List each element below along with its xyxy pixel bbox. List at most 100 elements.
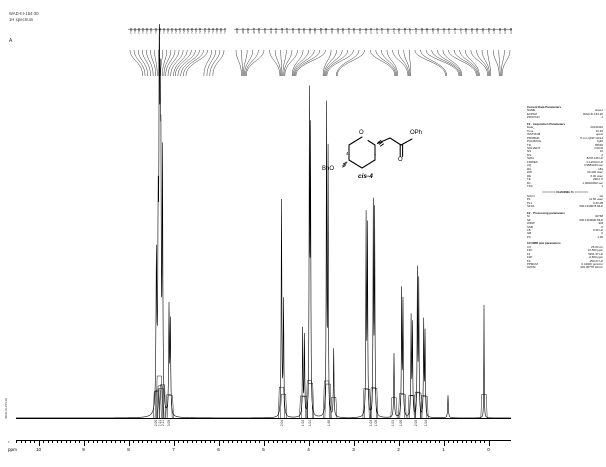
param-key: CX (527, 245, 532, 249)
axis-tick-major (218, 440, 220, 446)
param-key: Date_ (527, 126, 535, 130)
param-row: SF 500.1300000 MHz (527, 219, 603, 222)
axis-tick-major (263, 440, 265, 446)
param-row: EXPNO WAD-III-154-30 (527, 113, 603, 116)
axis-tick-minor (322, 440, 323, 443)
axis-tick-minor (223, 440, 224, 443)
param-value: 500.1300000 MHz (579, 218, 603, 222)
param-key: TD (527, 143, 531, 147)
param-key: P1 (527, 198, 531, 202)
param-row: Date_ 20140116 (527, 126, 603, 129)
param-value: 10.500 ppm (587, 249, 603, 253)
spectrum-header: WAD-III-154-30 1H spectrum (9, 11, 39, 23)
axis-tick-minor (254, 440, 256, 443)
position-4-label: 4 (346, 151, 349, 156)
axis-tick-minor (272, 440, 274, 443)
param-row: PULPROG zg30 (527, 140, 603, 143)
param-row: FIDRES 0.126314 Hz (527, 161, 603, 164)
param-key: PC (527, 235, 532, 239)
axis-tick-minor (376, 440, 377, 443)
integral-value: 1.02 (301, 419, 306, 427)
param-row: DW 60.400 usec (527, 171, 603, 174)
axis-tick-minor (349, 440, 350, 443)
params-section-plot: 1D NMR plot parameters (527, 241, 561, 246)
param-value: 0 (601, 232, 603, 236)
axis-tick-label: 9 (82, 447, 85, 452)
axis-tick-minor (110, 440, 112, 443)
param-key: DS (527, 153, 532, 157)
axis-tick-minor (182, 440, 184, 443)
param-key: PROBHD (527, 136, 540, 140)
param-row: SWH 8278.146 Hz (527, 157, 603, 160)
param-row: F2 -250.07 Hz (527, 260, 603, 263)
axis-tick-minor (290, 440, 292, 443)
acquisition-parameter-block: Current Data Parameters NAME wad-1 EXPNO WA… (527, 105, 603, 270)
param-key: PL1 (527, 201, 533, 205)
axis-tick-minor (124, 440, 125, 443)
axis-tick-minor (97, 440, 98, 443)
param-row: F1 5251.37 Hz (527, 253, 603, 256)
param-key: DE (527, 174, 532, 178)
param-row: NS 16 (527, 150, 603, 153)
axis-tick-minor (425, 440, 427, 443)
axis-tick-minor (56, 440, 58, 443)
axis-tick-minor (421, 440, 422, 443)
param-key: SWH (527, 157, 534, 161)
axis-tick-minor (92, 440, 94, 443)
chemical-structure: O BnO O OPh 4 1 cis-4 (322, 118, 438, 184)
axis-tick-minor (358, 440, 359, 443)
axis-tick-minor (344, 440, 346, 443)
axis-tick-minor (259, 440, 260, 443)
param-value: 0.44000 ppm/cm (581, 263, 603, 267)
axis-tick-minor (326, 440, 328, 443)
axis-tick-label: 6 (217, 447, 220, 452)
axis-tick-minor (367, 440, 368, 443)
param-value: 2 (601, 153, 603, 157)
param-key: TD0 (527, 184, 533, 188)
axis-tick-major (398, 440, 400, 446)
axis-tick-minor (151, 440, 152, 443)
axis-tick-minor (245, 440, 247, 443)
integral-value: 3.05 (167, 419, 171, 427)
sample-id: WAD-III-154-30 (9, 11, 39, 16)
param-row: LB 0.30 Hz (527, 229, 603, 232)
axis-tick-minor (232, 440, 233, 443)
integral-value: 1.05 (374, 419, 378, 427)
axis-tick-label: 0 (487, 447, 490, 452)
param-key: SF (527, 218, 531, 222)
axis-tick-minor (331, 440, 332, 443)
axis-tick-major (353, 440, 355, 446)
param-value: EM (598, 222, 603, 226)
axis-tick-label: 2 (397, 447, 400, 452)
axis-tick-major (173, 440, 175, 446)
integral-value: 1.03 (368, 419, 373, 427)
param-key: NUC1 (527, 194, 535, 198)
integral-labels: 2.00 7.21 2.11 3.05 2.04 1.02 1.01 1.98 1.03 1.05… (16, 419, 511, 439)
param-value: 181 (598, 167, 603, 171)
param-value: -0.500 ppm (588, 256, 603, 260)
integral-value: 1.01 (391, 419, 396, 427)
axis-tick-minor (137, 440, 139, 443)
axis-tick-minor (250, 440, 251, 443)
axis-tick-minor (416, 440, 418, 443)
axis-tick-minor (389, 440, 391, 443)
param-row: TD0 1 (527, 185, 603, 188)
param-value: 1H (599, 194, 603, 198)
axis-tick-minor (277, 440, 278, 443)
param-row: RG 181 (527, 168, 603, 171)
axis-tick-minor (47, 440, 49, 443)
param-key: Time (527, 129, 534, 133)
axis-tick-minor (106, 440, 107, 443)
param-value: wad-1 (595, 109, 603, 113)
axis-tick-minor (200, 440, 202, 443)
param-value: 6.00 usec (590, 174, 603, 178)
axis-tick-minor (155, 440, 157, 443)
param-key: PPMCM (527, 263, 538, 267)
param-value: WAD-III-154-30 (583, 112, 603, 116)
compound-label: cis-4 (358, 173, 373, 180)
axis-tick-minor (407, 440, 409, 443)
param-key: INSTRUM (527, 133, 541, 137)
param-row: Time 10.46 (527, 130, 603, 133)
axis-tick-minor (385, 440, 386, 443)
axis-tick-label: 7 (172, 447, 175, 452)
